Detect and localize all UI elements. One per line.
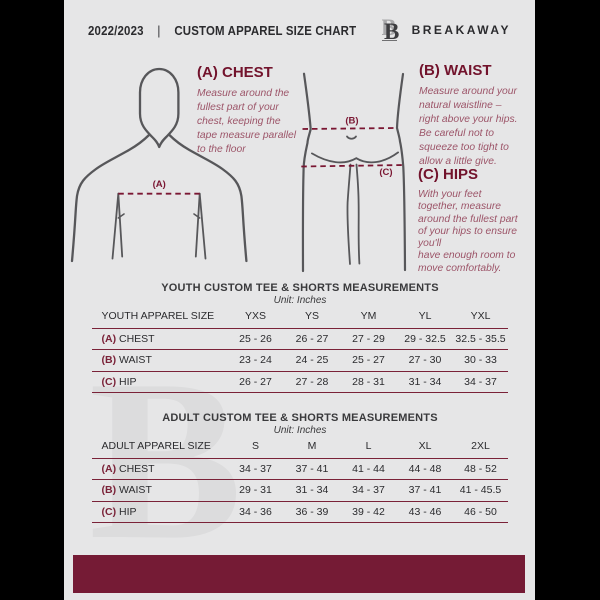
svg-text:(A): (A) — [153, 179, 166, 190]
svg-text:B: B — [384, 19, 399, 44]
svg-text:(C): (C) — [379, 167, 392, 178]
svg-text:(B): (B) — [345, 116, 358, 127]
